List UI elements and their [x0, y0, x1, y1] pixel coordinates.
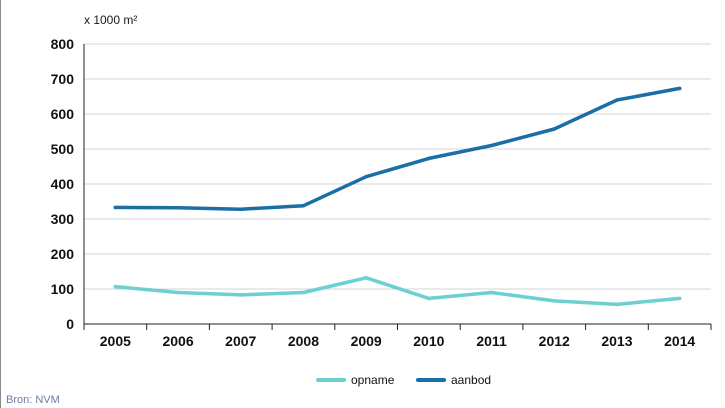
data-point-opname [427, 296, 431, 301]
data-point-opname [301, 290, 306, 295]
source-note: Bron: NVM [6, 394, 60, 406]
y-tick-label: 300 [51, 211, 75, 227]
x-tick-label: 2006 [162, 333, 193, 349]
series-line-aanbod [113, 86, 682, 211]
x-tick-label: 2007 [225, 333, 256, 349]
x-tick-label: 2005 [100, 333, 131, 349]
grid-layer [84, 43, 711, 290]
data-point-opname [364, 276, 368, 280]
x-tick-label: 2009 [351, 333, 382, 349]
data-point-aanbod [552, 127, 556, 131]
x-tick-label: 2010 [413, 333, 444, 349]
y-tick-label: 700 [51, 71, 75, 87]
data-point-opname [176, 290, 180, 295]
data-point-aanbod [677, 86, 682, 91]
y-tick-label: 800 [51, 36, 75, 52]
y-tick-label: 500 [51, 141, 75, 157]
data-point-aanbod [615, 98, 619, 102]
data-point-aanbod [364, 174, 368, 179]
data-point-aanbod [489, 143, 494, 148]
data-point-opname [552, 299, 556, 303]
data-point-opname [113, 284, 118, 289]
data-point-aanbod [176, 206, 180, 210]
x-tick-label: 2014 [664, 333, 695, 349]
data-point-opname [239, 293, 243, 297]
legend-label-opname: opname [351, 373, 395, 387]
data-point-aanbod [239, 207, 243, 211]
y-axis-unit-label: x 1000 m² [84, 13, 137, 27]
left-border-rule [0, 0, 1, 408]
y-tick-label: 100 [51, 281, 75, 297]
legend: opname aanbod [316, 373, 491, 387]
axis-layer: 0 100 200 300 400 500 600 700 800 2005 2006 2007 200… [51, 36, 712, 349]
x-tick-label: 2013 [601, 333, 632, 349]
y-tick-label: 0 [66, 316, 74, 332]
data-point-aanbod [113, 205, 118, 210]
y-tick-label: 600 [51, 106, 75, 122]
y-tick-label: 200 [51, 246, 75, 262]
data-point-opname [615, 302, 619, 307]
legend-label-aanbod: aanbod [451, 373, 491, 387]
data-point-opname [489, 290, 494, 295]
x-tick-label: 2011 [476, 333, 507, 349]
y-tick-label: 400 [51, 176, 75, 192]
data-point-aanbod [301, 203, 306, 208]
x-tick-label: 2008 [288, 333, 319, 349]
series-layer [113, 86, 682, 307]
series-line-opname [113, 276, 682, 307]
x-tick-label: 2012 [539, 333, 570, 349]
data-point-opname [677, 296, 682, 301]
data-point-aanbod [427, 156, 431, 161]
